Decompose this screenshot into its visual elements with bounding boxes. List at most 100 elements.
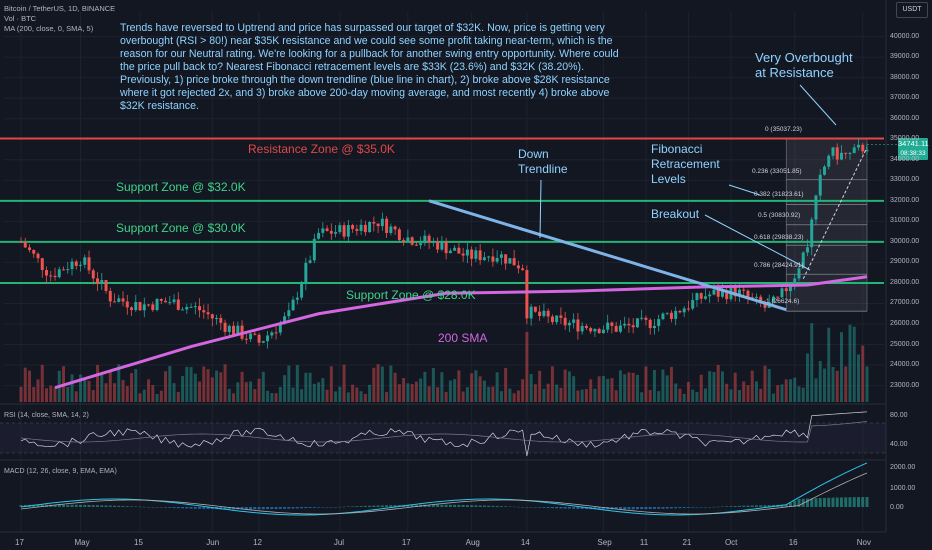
analysis-commentary: Trends have reversed to Uptrend and pric… [120,22,619,112]
volume-bar [423,371,427,402]
macd-histogram-bar [266,507,270,510]
candle-body [70,261,74,270]
candle-body [555,315,559,323]
candle-body [219,317,223,323]
macd-histogram-bar [249,507,253,510]
candle-body [312,238,316,261]
candle-body [597,328,601,334]
macd-histogram-bar [283,507,287,509]
macd-histogram-bar [338,506,342,508]
candle-body [699,293,703,299]
candle-body [776,296,780,298]
candle-body [172,299,176,303]
macd-histogram-bar [652,507,656,509]
volume-bar [550,366,554,402]
volume-bar [172,383,176,402]
candle-body [325,228,329,231]
candle-body [189,306,193,308]
macd-histogram-bar [168,507,172,508]
candle-body [334,232,338,234]
candle-body [113,301,117,303]
volume-bar [219,372,223,402]
candle-body [338,225,342,233]
volume-bar [355,387,359,402]
candle-body [563,317,567,326]
candle-body [763,303,767,308]
rsi-tick-80: 80.00 [890,412,908,419]
macd-histogram-bar [601,507,605,510]
volume-bar [223,364,227,402]
macd-histogram-bar [461,505,465,507]
macd-histogram-bar [674,507,678,509]
candle-body [495,257,499,262]
macd-histogram-bar [36,504,40,507]
macd-histogram-bar [181,507,185,509]
macd-histogram-bar [189,507,193,509]
macd-histogram-bar [66,504,70,507]
time-tick-label: 17 [15,538,24,547]
candle-body [278,322,282,333]
support-zone-32k-label: Support Zone @ $32.0K [116,180,246,194]
candle-body [104,280,108,291]
macd-histogram-bar [385,505,389,507]
volume-bar [784,379,788,402]
fib-level-0236: 0.236 (33051.85) [752,168,802,175]
macd-histogram-bar [538,507,542,508]
time-tick-label: Oct [724,538,738,547]
macd-histogram-bar [678,507,682,509]
candle-body [164,300,168,303]
volume-bar [742,381,746,402]
candle-body [257,334,261,343]
candle-body [725,290,729,300]
macd-histogram-bar [725,506,729,507]
candle-body [674,310,678,319]
volume-bar [521,379,525,402]
candle-body [62,269,66,271]
volume-bar [185,366,189,402]
candle-body [419,243,423,246]
volume-bar [576,390,580,402]
volume-bar [329,366,333,402]
volume-bar [440,372,444,402]
volume-bar [627,372,631,402]
volume-bar [737,389,741,402]
macd-histogram-bar [665,507,669,509]
macd-histogram-bar [96,505,100,507]
volume-bar [601,375,605,402]
volume-bar [372,367,376,402]
candle-body [168,302,172,304]
currency-button[interactable]: USDT [896,2,928,18]
macd-histogram-bar [597,507,601,510]
macd-histogram-bar [300,507,304,509]
macd-histogram-bar [572,507,576,509]
price-tick-label: 35000.00 [890,135,920,143]
volume-bar [448,380,452,402]
candle-body [368,221,372,233]
candle-body [453,247,457,251]
volume-bar [733,372,737,402]
macd-histogram-bar [185,507,189,509]
sma-annotation: 200 SMA [438,331,488,345]
macd-histogram-bar [640,507,644,510]
candle-body [631,325,635,328]
support-zone-28k-label: Support Zone @ $28.0K [346,288,476,302]
volume-bar [397,384,401,402]
macd-histogram-bar [716,506,720,508]
price-tick-label: 29000.00 [890,258,920,266]
macd-histogram-bar [414,504,418,507]
candle-body [436,241,440,250]
volume-bar [28,370,31,402]
volume-bar [559,387,563,402]
volume-bar [274,393,278,402]
resistance-zone-35k-label: Resistance Zone @ $35.0K [248,142,395,156]
volume-bar [104,383,108,402]
candle-body [74,261,78,266]
time-tick-label: 15 [134,538,143,547]
volume-bar [810,323,814,402]
volume-bar [712,372,716,402]
candle-body [423,235,427,244]
volume-bar [406,383,410,402]
candle-body [567,322,571,326]
macd-histogram-bar [831,497,835,507]
